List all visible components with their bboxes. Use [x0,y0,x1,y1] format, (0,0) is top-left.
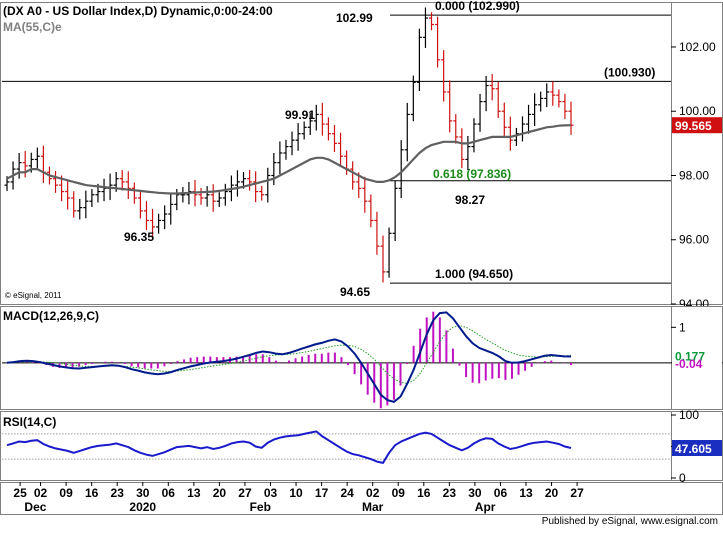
last-price-label: 99.565 [675,119,712,133]
date-tick-label: 13 [519,486,533,500]
price-level-label: (100.930) [604,65,655,79]
rsi-panel: 100500RSI(14,C)47.605 [1,408,723,485]
date-tick-label: 20 [545,486,559,500]
price-title: (DX A0 - US Dollar Index,D) Dynamic,0:00… [3,4,273,18]
month-label: Dec [24,500,46,514]
date-tick-label: 06 [494,486,508,500]
price-annotation: 94.65 [340,285,370,299]
macd-frame [1,307,723,410]
date-tick-label: 10 [289,486,303,500]
month-label: Apr [475,500,496,514]
date-tick-label: 27 [238,486,252,500]
rsi-last-label: 47.605 [675,442,712,456]
date-tick-label: 16 [417,486,431,500]
macd-title: MACD(12,26,9,C) [3,309,99,323]
date-tick-label: 23 [111,486,125,500]
date-tick-label: 30 [468,486,482,500]
date-tick-label: 16 [85,486,99,500]
price-level-label: 0.000 (102.990) [435,0,520,13]
date-tick-label: 09 [59,486,73,500]
footer-credit: Published by eSignal, www.esignal.com [542,516,718,527]
price-level-label: 1.000 (94.650) [435,267,513,281]
ma-label: MA(55,C)e [3,20,62,34]
date-tick-label: 24 [340,486,354,500]
price-ytick-label: 96.00 [679,233,709,247]
date-tick-label: 30 [136,486,150,500]
date-axis: 25 02 09 16 23 30 06 13 20 27 03 10 17 24 02 09 16 23 30 06… [1,482,723,515]
price-ytick-label: 102.00 [679,40,716,54]
month-label: Mar [362,500,384,514]
date-tick-label: 17 [315,486,329,500]
price-ytick-label: 100.00 [679,104,716,118]
date-tick-label: 13 [187,486,201,500]
month-label: 2020 [129,500,156,514]
date-tick-label: 06 [162,486,176,500]
price-annotation: 96.35 [124,230,154,244]
rsi-frame [1,412,723,481]
price-level-label: 0.618 (97.836) [433,167,511,181]
macd-ytick-label: 1 [679,320,686,334]
date-tick-label: 20 [213,486,227,500]
price-annotation: 98.27 [455,193,485,207]
date-tick-label: 23 [443,486,457,500]
rsi-title: RSI(14,C) [3,415,56,429]
price-annotation: 102.99 [336,11,373,25]
date-tick-label: 02 [366,486,380,500]
copyright-text: © eSignal, 2011 [5,291,62,300]
rsi-ytick-label: 100 [679,408,699,422]
date-tick-label: 25 [13,486,27,500]
month-label: Feb [250,500,271,514]
date-tick-label: 02 [34,486,48,500]
date-tick-label: 09 [392,486,406,500]
price-annotation: 99.91 [285,108,315,122]
price-frame [1,3,723,305]
date-tick-label: 03 [264,486,278,500]
date-tick-label: 27 [570,486,584,500]
macd-hist-last-label: -0.04 [675,357,703,371]
price-ytick-label: 98.00 [679,168,709,182]
